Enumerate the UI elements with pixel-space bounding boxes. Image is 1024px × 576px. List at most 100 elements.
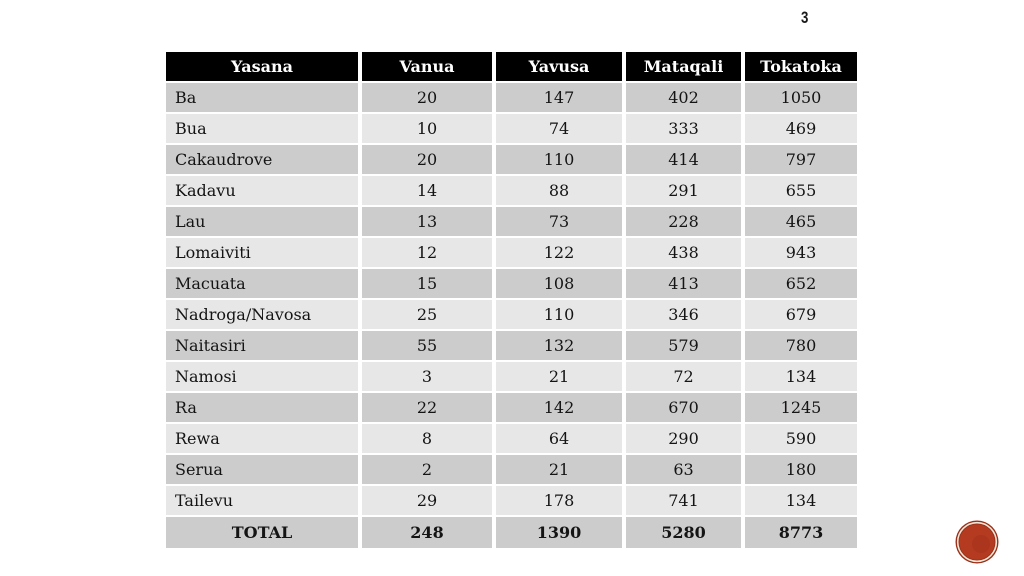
row-value: 21 xyxy=(496,455,626,486)
row-value: 741 xyxy=(626,486,745,517)
page-number: 3 xyxy=(801,8,809,27)
row-value: 346 xyxy=(626,300,745,331)
row-label: Namosi xyxy=(166,362,362,393)
row-label: Kadavu xyxy=(166,176,362,207)
red-seal-icon xyxy=(955,520,999,564)
row-label: TOTAL xyxy=(166,517,362,548)
row-value: 2 xyxy=(362,455,496,486)
row-value: 132 xyxy=(496,331,626,362)
row-value: 122 xyxy=(496,238,626,269)
table-body: Ba 20 147 402 1050 Bua 10 74 333 469 Cakaudrove 20 1… xyxy=(166,83,857,548)
row-value: 147 xyxy=(496,83,626,114)
row-value: 134 xyxy=(745,486,857,517)
row-label: Serua xyxy=(166,455,362,486)
row-value: 180 xyxy=(745,455,857,486)
row-value: 10 xyxy=(362,114,496,145)
row-value: 1050 xyxy=(745,83,857,114)
row-value: 590 xyxy=(745,424,857,455)
table-header: Yasana Vanua Yavusa Mataqali Tokatoka xyxy=(166,52,857,83)
table-row: Macuata 15 108 413 652 xyxy=(166,269,857,300)
table-row: Namosi 3 21 72 134 xyxy=(166,362,857,393)
row-value: 110 xyxy=(496,145,626,176)
row-value: 25 xyxy=(362,300,496,331)
row-value: 108 xyxy=(496,269,626,300)
table-row: Lomaiviti 12 122 438 943 xyxy=(166,238,857,269)
table-row: Ra 22 142 670 1245 xyxy=(166,393,857,424)
row-value: 55 xyxy=(362,331,496,362)
row-label: Cakaudrove xyxy=(166,145,362,176)
row-value: 64 xyxy=(496,424,626,455)
column-header: Tokatoka xyxy=(745,52,857,83)
row-value: 3 xyxy=(362,362,496,393)
row-value: 5280 xyxy=(626,517,745,548)
row-value: 469 xyxy=(745,114,857,145)
row-value: 1390 xyxy=(496,517,626,548)
row-value: 1245 xyxy=(745,393,857,424)
row-value: 14 xyxy=(362,176,496,207)
row-value: 12 xyxy=(362,238,496,269)
column-header: Vanua xyxy=(362,52,496,83)
row-value: 333 xyxy=(626,114,745,145)
table-row: Rewa 8 64 290 590 xyxy=(166,424,857,455)
row-label: Tailevu xyxy=(166,486,362,517)
row-value: 670 xyxy=(626,393,745,424)
row-label: Lomaiviti xyxy=(166,238,362,269)
row-label: Ba xyxy=(166,83,362,114)
row-value: 679 xyxy=(745,300,857,331)
row-label: Nadroga/Navosa xyxy=(166,300,362,331)
row-label: Bua xyxy=(166,114,362,145)
row-value: 652 xyxy=(745,269,857,300)
table-row: Cakaudrove 20 110 414 797 xyxy=(166,145,857,176)
row-value: 402 xyxy=(626,83,745,114)
row-label: Rewa xyxy=(166,424,362,455)
row-label: Macuata xyxy=(166,269,362,300)
row-value: 8 xyxy=(362,424,496,455)
row-value: 20 xyxy=(362,83,496,114)
header-row: Yasana Vanua Yavusa Mataqali Tokatoka xyxy=(166,52,857,83)
row-value: 579 xyxy=(626,331,745,362)
row-value: 88 xyxy=(496,176,626,207)
row-value: 22 xyxy=(362,393,496,424)
row-value: 291 xyxy=(626,176,745,207)
total-row: TOTAL 248 1390 5280 8773 xyxy=(166,517,857,548)
table-row: Serua 2 21 63 180 xyxy=(166,455,857,486)
row-value: 655 xyxy=(745,176,857,207)
column-header: Yasana xyxy=(166,52,362,83)
row-value: 63 xyxy=(626,455,745,486)
row-value: 414 xyxy=(626,145,745,176)
table-row: Bua 10 74 333 469 xyxy=(166,114,857,145)
row-value: 228 xyxy=(626,207,745,238)
table-row: Ba 20 147 402 1050 xyxy=(166,83,857,114)
row-value: 72 xyxy=(626,362,745,393)
table-row: Naitasiri 55 132 579 780 xyxy=(166,331,857,362)
table-row: Nadroga/Navosa 25 110 346 679 xyxy=(166,300,857,331)
row-value: 943 xyxy=(745,238,857,269)
row-value: 780 xyxy=(745,331,857,362)
row-value: 465 xyxy=(745,207,857,238)
row-value: 13 xyxy=(362,207,496,238)
row-label: Lau xyxy=(166,207,362,238)
row-value: 74 xyxy=(496,114,626,145)
column-header: Mataqali xyxy=(626,52,745,83)
row-value: 438 xyxy=(626,238,745,269)
table-row: Lau 13 73 228 465 xyxy=(166,207,857,238)
table-row: Tailevu 29 178 741 134 xyxy=(166,486,857,517)
row-value: 21 xyxy=(496,362,626,393)
row-value: 29 xyxy=(362,486,496,517)
row-value: 178 xyxy=(496,486,626,517)
row-value: 142 xyxy=(496,393,626,424)
row-value: 8773 xyxy=(745,517,857,548)
row-value: 290 xyxy=(626,424,745,455)
row-label: Naitasiri xyxy=(166,331,362,362)
row-label: Ra xyxy=(166,393,362,424)
row-value: 15 xyxy=(362,269,496,300)
column-header: Yavusa xyxy=(496,52,626,83)
row-value: 797 xyxy=(745,145,857,176)
row-value: 20 xyxy=(362,145,496,176)
row-value: 248 xyxy=(362,517,496,548)
row-value: 134 xyxy=(745,362,857,393)
provinces-table: Yasana Vanua Yavusa Mataqali Tokatoka Ba 20 14… xyxy=(166,52,857,548)
row-value: 73 xyxy=(496,207,626,238)
row-value: 413 xyxy=(626,269,745,300)
